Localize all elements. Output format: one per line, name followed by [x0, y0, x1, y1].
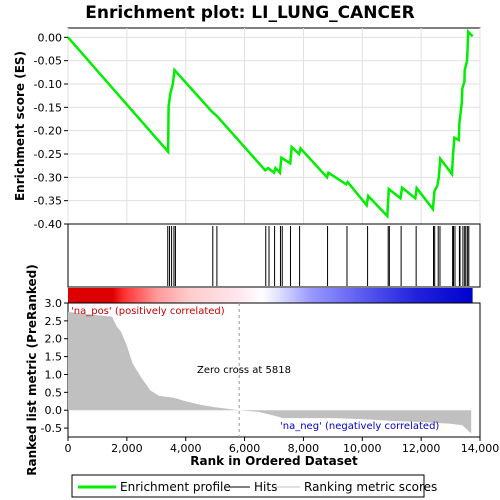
metric-y-tick-label: 2.0	[45, 333, 63, 346]
x-tick-label: 12,000	[402, 442, 441, 455]
es-y-tick-label: -0.10	[34, 78, 62, 91]
positive-correlation-label: 'na_pos' (positively correlated)	[71, 306, 225, 317]
metric-y-axis-ticks: 3.0 2.5 2.0 1.5 1.0 0.5 0.0 -0.5	[41, 297, 68, 435]
metric-y-tick-label: 3.0	[45, 297, 63, 310]
x-axis-ticks: 0 2,000 4,000 6,000 8,000 10,000 12,000 14,000	[65, 437, 500, 455]
x-tick-label: 14,000	[461, 442, 500, 455]
es-y-tick-label: -0.35	[34, 195, 62, 208]
ranking-metric-area	[68, 311, 472, 434]
metric-y-tick-label: -0.5	[41, 422, 62, 435]
metric-y-tick-label: 2.5	[45, 315, 63, 328]
legend-enrichment-label: Enrichment profile	[120, 480, 231, 494]
metric-y-tick-label: 1.5	[45, 351, 63, 364]
ranked-metric-panel: 3.0 2.5 2.0 1.5 1.0 0.5 0.0 -0.5 'na_pos' (posi…	[25, 264, 481, 476]
es-panel: 0.00 -0.05 -0.10 -0.15 -0.20 -0.25 -0.30 -0.35 -…	[13, 27, 481, 231]
es-y-tick-label: 0.00	[38, 31, 63, 44]
chart-legend: Enrichment profile Hits Ranking metric s…	[71, 474, 437, 498]
es-y-axis-ticks: 0.00 -0.05 -0.10 -0.15 -0.20 -0.25 -0.30 -0.35 -…	[34, 31, 68, 231]
x-axis-label: Rank in Ordered Dataset	[190, 454, 358, 468]
legend-metric-label: Ranking metric scores	[304, 480, 437, 494]
es-y-tick-label: -0.30	[34, 171, 62, 184]
hits-panel	[67, 223, 481, 288]
ranking-gradient-bar	[68, 288, 473, 303]
metric-y-tick-label: 0.0	[45, 404, 63, 417]
hits-plot-frame	[67, 223, 481, 288]
es-y-tick-label: -0.25	[34, 148, 62, 161]
x-tick-label: 2,000	[111, 442, 143, 455]
hit-markers	[167, 226, 470, 286]
x-tick-label: 4,000	[170, 442, 202, 455]
chart-title: Enrichment plot: LI_LUNG_CANCER	[85, 3, 414, 23]
metric-y-tick-label: 1.0	[45, 368, 63, 381]
ranking-color-bar	[68, 288, 473, 303]
metric-y-tick-label: 0.5	[45, 386, 63, 399]
x-tick-label: 0	[65, 442, 72, 455]
negative-correlation-label: 'na_neg' (negatively correlated)	[280, 421, 439, 432]
x-tick-label: 8,000	[288, 442, 320, 455]
enrichment-profile-line	[67, 28, 474, 220]
es-y-tick-label: -0.05	[34, 55, 62, 68]
legend-frame	[71, 474, 425, 498]
es-y-tick-label: -0.15	[34, 101, 62, 114]
x-tick-label: 10,000	[343, 442, 382, 455]
es-y-axis-label: Enrichment score (ES)	[13, 51, 27, 201]
es-y-tick-label: -0.40	[34, 218, 62, 231]
zero-cross-label: Zero cross at 5818	[197, 365, 291, 376]
es-y-tick-label: -0.20	[34, 125, 62, 138]
x-tick-label: 6,000	[229, 442, 261, 455]
legend-hits-label: Hits	[254, 480, 277, 494]
metric-y-axis-label: Ranked list metric (PreRanked)	[25, 264, 39, 476]
es-plot-frame	[67, 27, 481, 225]
